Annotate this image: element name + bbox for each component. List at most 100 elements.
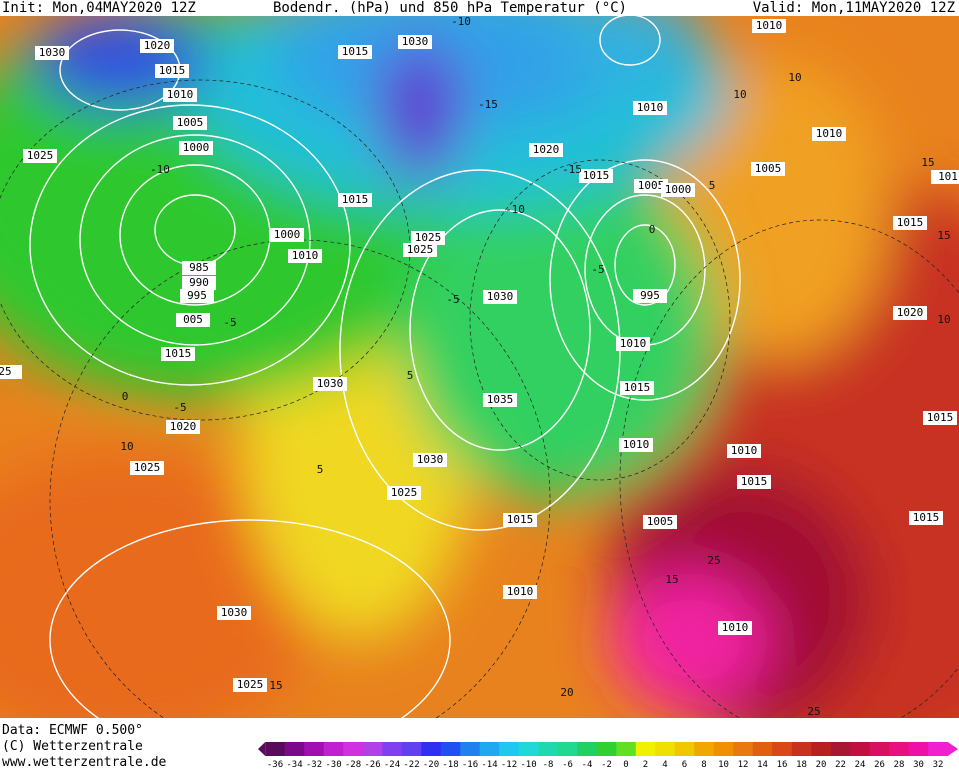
colorbar-tick-label: -20 [423, 760, 439, 770]
isobar-label-box [176, 313, 210, 327]
isobar-label-box [130, 461, 164, 475]
colorbar-swatch [421, 742, 442, 756]
colorbar-tick-label: 30 [913, 760, 924, 770]
colorbar-swatch [577, 742, 598, 756]
website: www.wetterzentrale.de [2, 755, 167, 770]
isobar-label-box [413, 453, 447, 467]
colorbar-tick-label: 10 [718, 760, 729, 770]
isobar-label: 1025 [134, 461, 161, 474]
colorbar-tick-label: 0 [623, 760, 628, 770]
colorbar-swatch [713, 742, 734, 756]
isobar-label-box [634, 179, 668, 193]
colorbar-tick-label: 4 [662, 760, 667, 770]
isobar-label-box [751, 162, 785, 176]
isobar-label-box [893, 306, 927, 320]
isobar-label-box [909, 511, 943, 525]
isobar-label: 1010 [816, 127, 843, 140]
isobar-label-box [643, 515, 677, 529]
isobar-label: 1030 [317, 377, 344, 390]
isobar-label-box [233, 678, 267, 692]
temperature-label: 10 [937, 313, 950, 326]
temperature-label: 15 [269, 679, 282, 692]
temperature-label: 10 [733, 88, 746, 101]
colorbar-swatch [518, 742, 539, 756]
isobar-label: 1015 [507, 513, 534, 526]
temperature-label: 15 [921, 156, 934, 169]
init-label: Init: Mon,04MAY2020 12Z [2, 0, 196, 16]
colorbar-swatch [635, 742, 656, 756]
isobar-label-box [411, 231, 445, 245]
isobar-label: 1015 [583, 169, 610, 182]
colorbar-swatch [596, 742, 617, 756]
data-source: Data: ECMWF 0.500° [2, 723, 143, 738]
colorbar-swatch [323, 742, 344, 756]
isobar-label-box [503, 513, 537, 527]
colorbar-swatch [791, 742, 812, 756]
temperature-label: -5 [223, 316, 236, 329]
isobar-label-box [619, 438, 653, 452]
isobar-label-box [483, 393, 517, 407]
isobar-label: 1000 [274, 228, 301, 241]
isobar-label: 1030 [39, 46, 66, 59]
temperature-label: -15 [562, 163, 582, 176]
isobar-label-box [23, 149, 57, 163]
colorbar-swatch [752, 742, 773, 756]
colorbar-tick-label: -10 [520, 760, 536, 770]
valid-label: Valid: Mon,11MAY2020 12Z [753, 0, 955, 16]
isobar-label: 1010 [722, 621, 749, 634]
isobar-label: 1015 [342, 193, 369, 206]
isobar-label: 1015 [165, 347, 192, 360]
isobar-label: 1015 [897, 216, 924, 229]
colorbar-tick-label: 20 [816, 760, 827, 770]
temperature-label: -10 [150, 163, 170, 176]
colorbar-tick-label: -16 [462, 760, 478, 770]
isobar-label-box [403, 243, 437, 257]
isobar-label-box [893, 216, 927, 230]
isobar-label-box [503, 585, 537, 599]
isobar-label-box [923, 411, 957, 425]
isobar-label: 1020 [533, 143, 560, 156]
isobar-label-box [661, 183, 695, 197]
temperature-label: -15 [478, 98, 498, 111]
colorbar-swatch [616, 742, 637, 756]
colorbar-swatch [440, 742, 461, 756]
colorbar-tick-label: 2 [643, 760, 648, 770]
isobar-label-box [217, 606, 251, 620]
isobar-label-box [620, 381, 654, 395]
isobar-label: 1025 [27, 149, 54, 162]
colorbar-tick-label: -22 [403, 760, 419, 770]
temperature-label: 10 [788, 71, 801, 84]
colorbar-swatch [304, 742, 325, 756]
isobar-label: 995 [187, 289, 207, 302]
isobar-label-box [529, 143, 563, 157]
isobar-label: 995 [640, 289, 660, 302]
isobar-label-box [616, 337, 650, 351]
isobar-label: 1030 [402, 35, 429, 48]
temperature-label: 15 [937, 229, 950, 242]
colorbar-swatch [830, 742, 851, 756]
temperature-label: -10 [451, 15, 471, 28]
temperature-label: 25 [707, 554, 720, 567]
colorbar-swatch [694, 742, 715, 756]
temperature-label: -5 [173, 401, 186, 414]
colorbar-swatch [772, 742, 793, 756]
isobar-label: 1010 [623, 438, 650, 451]
temperature-label: 15 [665, 573, 678, 586]
temperature-label: 10 [120, 440, 133, 453]
isobar-label-box [180, 289, 214, 303]
isobar-label-box [182, 276, 216, 290]
isobar-label-box [155, 64, 189, 78]
colorbar-tick-label: -32 [306, 760, 322, 770]
colorbar-tick-label: 24 [855, 760, 866, 770]
isobar-label-box [812, 127, 846, 141]
isobar-label-box [182, 261, 216, 275]
isobar-label: 1015 [624, 381, 651, 394]
colorbar-tick-label: -30 [325, 760, 341, 770]
isobar-label: 1015 [342, 45, 369, 58]
temperature-label: 0 [649, 223, 656, 236]
colorbar-swatch [674, 742, 695, 756]
colorbar-swatch [655, 742, 676, 756]
isobar-label-box [163, 88, 197, 102]
colorbar-swatch [869, 742, 890, 756]
